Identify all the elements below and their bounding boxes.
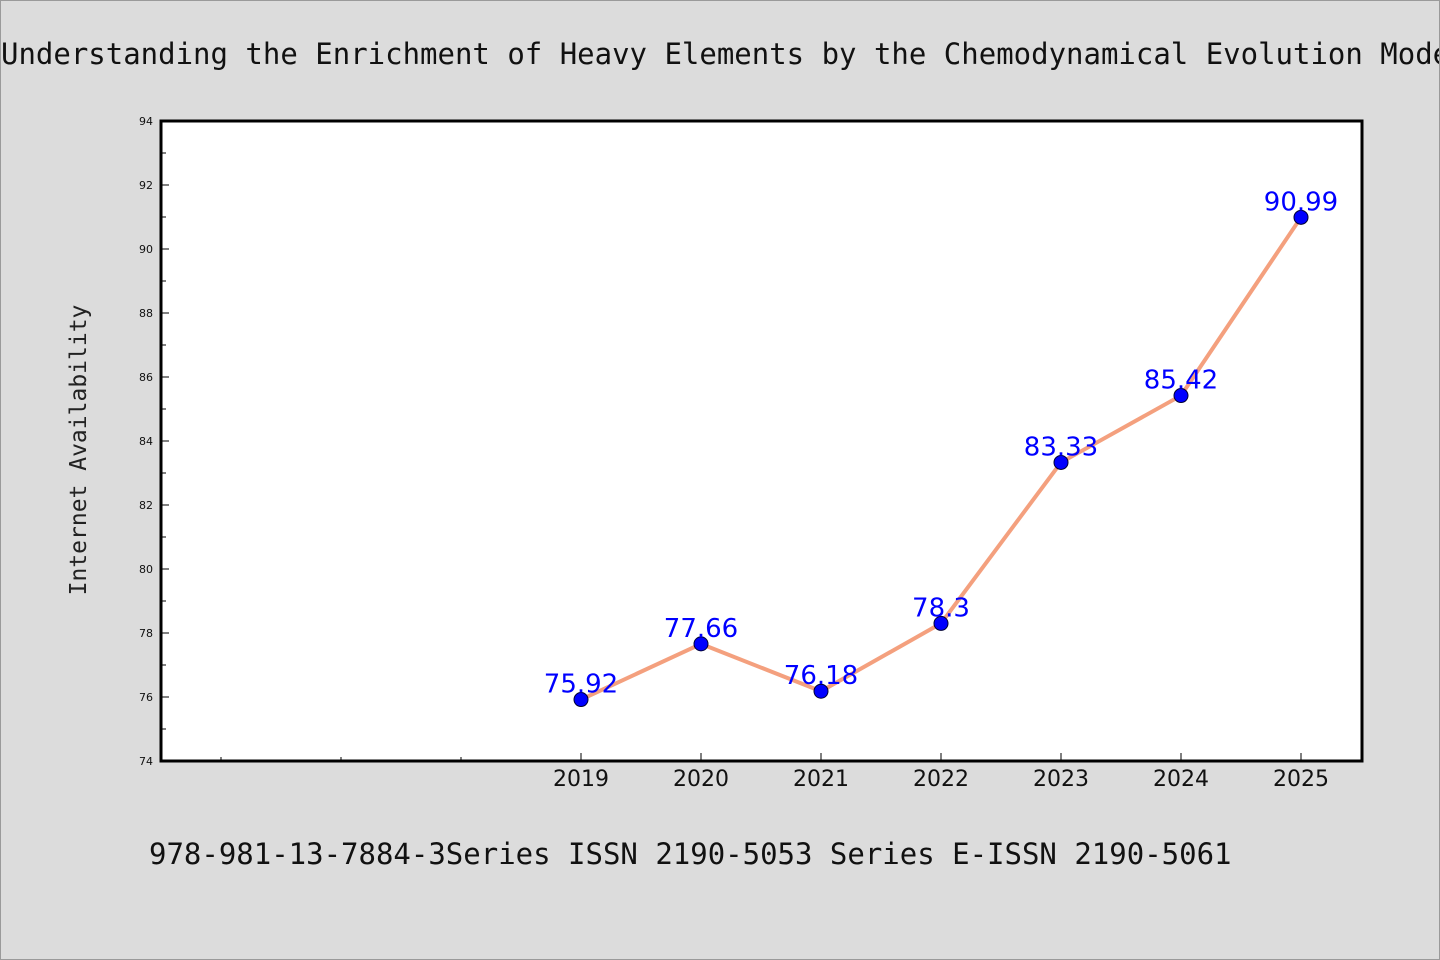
data-label: 75.92 <box>544 670 618 700</box>
x-axis: 2019 2020 2021 2022 2023 2024 2025 <box>220 753 1329 792</box>
y-tick-label: 78 <box>139 627 153 640</box>
x-tick-label: 2023 <box>1033 767 1089 792</box>
x-tick-label: 2020 <box>673 767 729 792</box>
data-point-marker <box>1293 209 1309 225</box>
data-label: 76.18 <box>784 661 858 691</box>
data-label: 90.99 <box>1264 187 1338 217</box>
x-tick-label: 2024 <box>1153 767 1209 792</box>
x-tick-label: 2021 <box>793 767 849 792</box>
series-layer: 75.92 77.66 76.18 78.3 83.33 85.42 90.99 <box>544 187 1338 708</box>
y-tick-label: 88 <box>139 307 153 320</box>
data-point-marker <box>693 636 709 652</box>
y-tick-label: 76 <box>139 691 153 704</box>
y-tick-label: 74 <box>139 755 153 768</box>
y-axis: 74 76 78 80 82 84 86 88 90 92 94 <box>139 115 169 768</box>
y-axis-label: Internet Availability <box>66 305 92 596</box>
y-tick-label: 92 <box>139 179 153 192</box>
isbn-issn-footer: 978-981-13-7884-3Series ISSN 2190-5053 S… <box>149 837 1232 871</box>
x-tick-label: 2019 <box>553 767 609 792</box>
data-label: 83.33 <box>1024 432 1098 462</box>
data-label: 78.3 <box>912 593 970 623</box>
y-tick-label: 94 <box>139 115 153 128</box>
y-tick-label: 80 <box>139 563 153 576</box>
data-point-marker <box>1173 388 1189 404</box>
data-point-marker <box>933 615 949 631</box>
data-label: 85.42 <box>1144 366 1218 396</box>
data-point-marker <box>1053 454 1069 470</box>
data-point-marker <box>813 683 829 699</box>
plot-area <box>159 119 1364 763</box>
y-tick-label: 82 <box>139 499 153 512</box>
y-tick-label: 86 <box>139 371 153 384</box>
y-tick-label: 90 <box>139 243 153 256</box>
data-point-marker <box>573 692 589 708</box>
y-tick-label: 84 <box>139 435 153 448</box>
x-tick-label: 2025 <box>1273 767 1329 792</box>
chart-title: Understanding the Enrichment of Heavy El… <box>1 37 1439 71</box>
data-label: 77.66 <box>664 614 738 644</box>
x-tick-label: 2022 <box>913 767 969 792</box>
